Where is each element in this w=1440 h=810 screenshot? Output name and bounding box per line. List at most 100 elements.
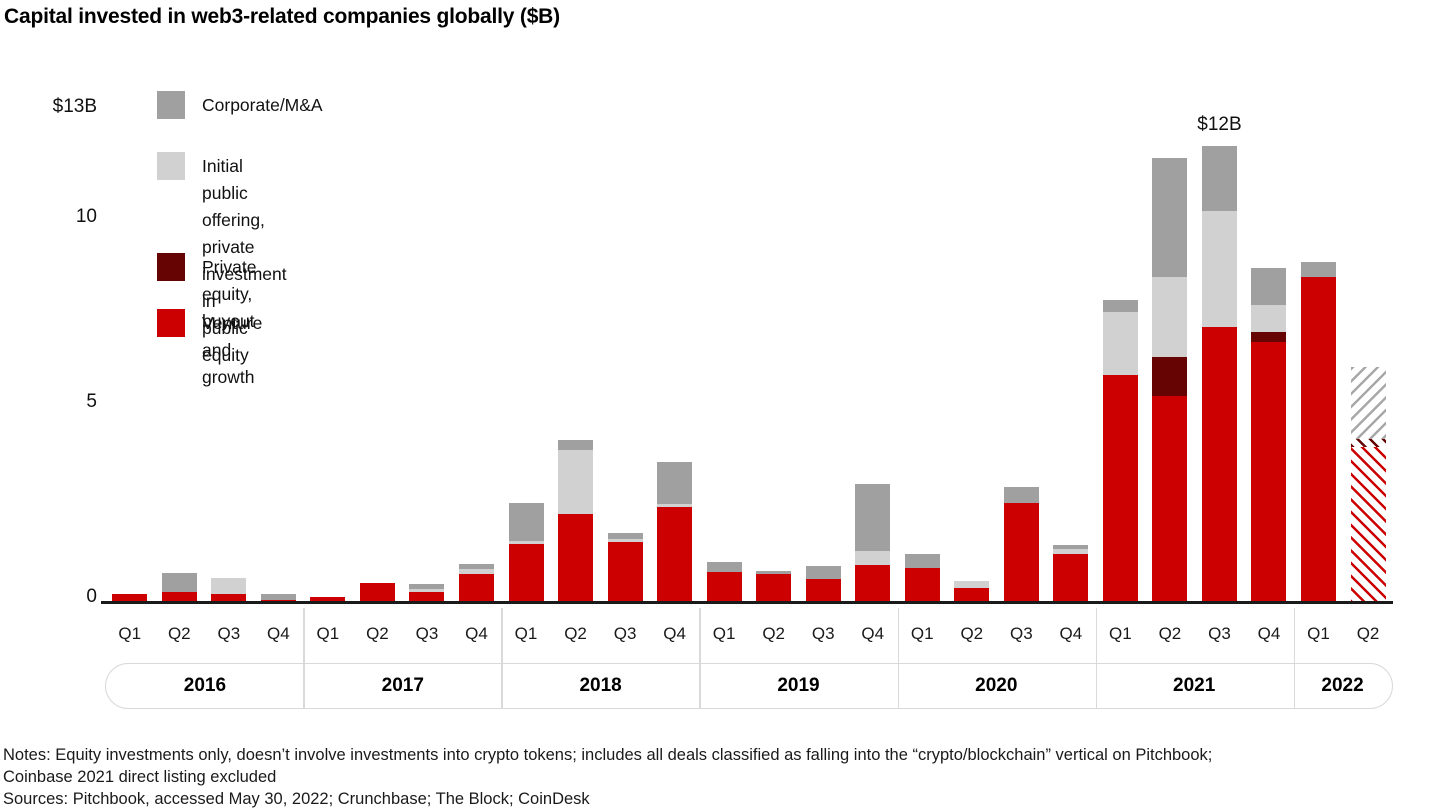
bar-segment-venture-growth bbox=[954, 587, 990, 603]
bar-segment-venture-growth bbox=[855, 564, 891, 603]
bar-column bbox=[947, 108, 997, 603]
bar-column bbox=[105, 108, 155, 603]
bar-column bbox=[452, 108, 502, 603]
y-axis-tick-label: 10 bbox=[75, 206, 97, 227]
quarter-label: Q1 bbox=[910, 624, 934, 643]
bar-segment-corporate-ma bbox=[706, 562, 742, 572]
page-title: Capital invested in web3-related compani… bbox=[4, 5, 560, 28]
bar-column bbox=[551, 108, 601, 603]
bar-stack bbox=[1102, 300, 1138, 603]
bar-column bbox=[749, 108, 799, 603]
chart-area: $12B Q1 Q2 Q3 Q4 Q1 Q2 Q3 Q4 Q1 Q2 Q3 Q4 Q1 Q2 Q3 Q4 Q1 Q… bbox=[101, 108, 1393, 714]
bar-segment-corporate-ma bbox=[458, 563, 494, 570]
quarter-label: Q3 bbox=[1009, 624, 1033, 643]
bar-stack bbox=[458, 563, 494, 603]
bar-column bbox=[600, 108, 650, 603]
quarter-label: Q1 bbox=[712, 624, 736, 643]
bar-stack bbox=[1152, 157, 1188, 603]
bar-stack bbox=[706, 562, 742, 603]
quarter-label: Q4 bbox=[1059, 624, 1083, 643]
bar-stack bbox=[1301, 262, 1337, 603]
quarter-label: Q1 bbox=[1307, 624, 1330, 643]
year-band: 2016 2017 2018 2019 2020 2021 2022 bbox=[105, 663, 1393, 709]
bar-segment-venture-growth bbox=[1301, 277, 1337, 603]
bar-segment-venture-growth bbox=[904, 568, 940, 603]
legend-swatch-private-equity-buyout bbox=[157, 253, 185, 281]
quarter-label: Q1 bbox=[118, 624, 142, 643]
bar-column: $12B bbox=[1195, 108, 1245, 603]
bar-segment-venture-growth bbox=[1350, 446, 1386, 603]
y-axis-tick-label: 5 bbox=[86, 391, 97, 412]
year-separator bbox=[897, 608, 900, 709]
bar-column bbox=[1096, 108, 1146, 603]
bar-segment-venture-growth bbox=[805, 579, 841, 603]
bar-segment-corporate-ma bbox=[558, 439, 594, 451]
bar-stack bbox=[211, 578, 247, 603]
bar-stack bbox=[805, 566, 841, 603]
bar-segment-venture-growth bbox=[1053, 553, 1089, 603]
year-label-2022: 2022 bbox=[1321, 675, 1364, 696]
bar-segment-ipo-pipe bbox=[1201, 210, 1237, 327]
bar-column bbox=[997, 108, 1047, 603]
bar-segment-ipo-pipe bbox=[508, 541, 544, 544]
legend-item-venture-growth: Venture and growth bbox=[157, 309, 262, 391]
bar-segment-corporate-ma bbox=[508, 502, 544, 541]
footer: Notes: Equity investments only, doesn’t … bbox=[3, 744, 1212, 810]
quarter-label: Q2 bbox=[167, 624, 191, 643]
legend-label-ipo-pipe: Initial public offering, private investm… bbox=[202, 156, 287, 365]
year-label-2021: 2021 bbox=[1173, 675, 1216, 696]
bar-segment-ipo-pipe bbox=[1102, 311, 1138, 375]
bar-segment-venture-growth bbox=[112, 593, 148, 603]
bar-segment-venture-growth bbox=[409, 591, 445, 603]
bar-segment-corporate-ma bbox=[161, 573, 197, 592]
bar-segment-venture-growth bbox=[508, 544, 544, 603]
value-annotation: $12B bbox=[1197, 114, 1242, 135]
bar-column bbox=[848, 108, 898, 603]
bar-column bbox=[501, 108, 551, 603]
bar-stack bbox=[904, 553, 940, 603]
bar-column bbox=[699, 108, 749, 603]
year-label-2017: 2017 bbox=[381, 675, 424, 696]
bar-segment-venture-growth bbox=[657, 507, 693, 603]
quarter-label: Q3 bbox=[1208, 624, 1231, 643]
bar-column bbox=[204, 108, 254, 603]
bar-segment-corporate-ma bbox=[1301, 262, 1337, 278]
bar-segment-venture-growth bbox=[161, 592, 197, 603]
bar-segment-venture-growth bbox=[1201, 326, 1237, 603]
bar-segment-corporate-ma bbox=[904, 553, 940, 568]
quarter-label: Q1 bbox=[514, 624, 538, 643]
quarter-label: Q2 bbox=[1158, 624, 1182, 643]
bar-segment-corporate-ma bbox=[805, 566, 841, 579]
year-label-2016: 2016 bbox=[183, 675, 227, 696]
bar-segment-private-equity-buyout bbox=[1152, 357, 1188, 396]
quarter-label: Q1 bbox=[316, 624, 340, 643]
legend-label-corporate-ma: Corporate/M&A bbox=[202, 95, 323, 115]
bar-segment-corporate-ma bbox=[260, 593, 296, 600]
bar-segment-ipo-pipe bbox=[558, 450, 594, 515]
bar-stack bbox=[657, 462, 693, 603]
quarter-label: Q4 bbox=[267, 624, 290, 643]
bar-segment-corporate-ma bbox=[1251, 268, 1287, 305]
bar-column bbox=[650, 108, 700, 603]
bar-stack bbox=[508, 502, 544, 603]
quarter-label: Q2 bbox=[366, 624, 389, 643]
quarter-label: Q3 bbox=[217, 624, 241, 643]
quarter-label: Q2 bbox=[762, 624, 786, 643]
bar-stack bbox=[310, 596, 346, 603]
bar-stack bbox=[558, 439, 594, 603]
bar-segment-venture-growth bbox=[458, 574, 494, 603]
quarter-label: Q1 bbox=[1109, 624, 1132, 643]
bar-stack bbox=[855, 484, 891, 603]
bar-stack bbox=[1251, 268, 1287, 603]
bar-column bbox=[303, 108, 353, 603]
bar-segment-ipo-pipe bbox=[211, 578, 247, 595]
bar-column bbox=[1145, 108, 1195, 603]
bar-segment-private-equity-buyout bbox=[1251, 332, 1287, 343]
quarter-label: Q4 bbox=[465, 624, 488, 643]
bar-segment-ipo-pipe bbox=[954, 581, 990, 588]
notes-text: Notes: Equity investments only, doesn’t … bbox=[3, 746, 1213, 786]
bar-stack bbox=[409, 584, 445, 603]
legend-swatch-ipo-pipe bbox=[157, 152, 185, 180]
bar-segment-private-equity-buyout bbox=[1350, 439, 1386, 447]
